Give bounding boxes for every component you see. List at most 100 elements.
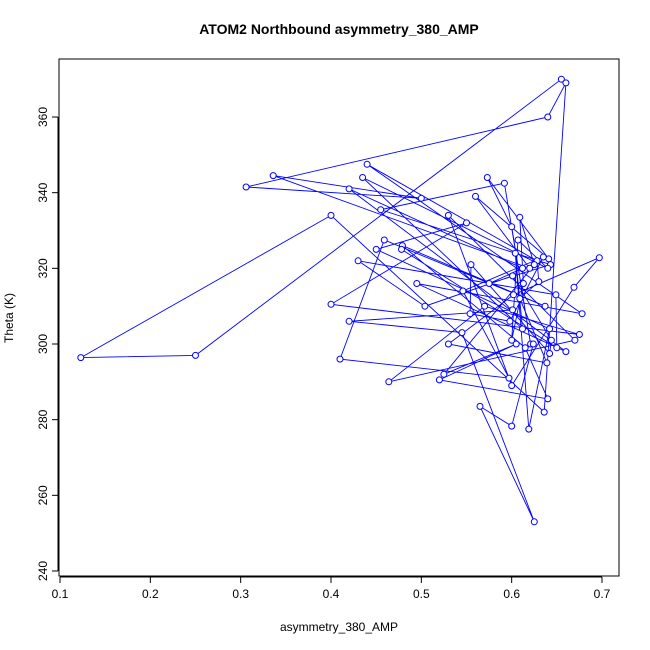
y-tick-label: 320 — [36, 258, 50, 278]
data-point — [544, 264, 552, 272]
y-tick-label: 280 — [36, 409, 50, 429]
data-point — [417, 194, 425, 202]
x-tick-label: 0.7 — [594, 587, 611, 601]
data-point — [421, 302, 429, 310]
series-1-line — [80, 78, 600, 430]
data-point — [526, 264, 534, 272]
data-point — [440, 370, 448, 378]
data-point — [435, 376, 443, 384]
data-point — [539, 253, 547, 261]
data-point — [377, 206, 385, 214]
chart-title: ATOM2 Northbound asymmetry_380_AMP — [199, 21, 479, 37]
data-point — [413, 280, 421, 287]
data-point — [459, 287, 467, 295]
data-point — [508, 336, 516, 344]
x-axis-label: asymmetry_380_AMP — [280, 620, 398, 634]
data-point — [485, 280, 493, 287]
data-point — [578, 310, 586, 318]
data-point — [525, 425, 533, 433]
y-axis-label: Theta (K) — [2, 293, 16, 343]
x-tick-label: 0.6 — [503, 587, 520, 601]
data-point — [327, 300, 335, 308]
y-axis: 240 260 280 300 320 340 360 — [36, 107, 59, 581]
data-point — [562, 79, 570, 87]
data-point — [345, 317, 353, 325]
plot-area-border — [58, 58, 620, 577]
data-point — [359, 174, 367, 181]
data-point — [535, 278, 543, 286]
data-point — [458, 329, 466, 337]
data-point — [481, 302, 489, 310]
data-point — [540, 408, 548, 416]
x-tick-label: 0.2 — [142, 587, 159, 601]
data-point — [269, 172, 277, 180]
data-point — [354, 257, 362, 265]
data-point — [336, 355, 344, 363]
data-point — [398, 245, 405, 253]
data-point — [519, 264, 526, 272]
data-point — [521, 344, 529, 352]
data-point — [511, 249, 519, 257]
data-point — [380, 236, 388, 244]
data-point — [547, 336, 555, 344]
x-tick-label: 0.3 — [232, 587, 249, 601]
data-point — [363, 160, 371, 168]
x-tick-label: 0.1 — [52, 587, 69, 601]
y-tick-label: 340 — [36, 182, 50, 202]
data-point — [530, 518, 538, 526]
data-point — [508, 223, 516, 231]
x-tick-label: 0.5 — [413, 587, 430, 601]
data-point — [444, 211, 452, 219]
data-point — [345, 185, 353, 193]
data-point — [508, 422, 516, 430]
series-2-line — [349, 309, 535, 522]
data-point — [509, 272, 517, 280]
data-point — [500, 179, 508, 187]
data-point — [385, 378, 393, 386]
x-tick-label: 0.4 — [323, 587, 340, 601]
data-point — [476, 402, 484, 410]
y-tick-label: 240 — [36, 561, 50, 581]
data-point — [514, 236, 522, 244]
data-point — [546, 325, 554, 333]
data-point — [372, 245, 380, 253]
data-point — [472, 192, 479, 200]
data-point — [327, 211, 335, 219]
x-axis: 0.1 0.2 0.3 0.4 0.5 0.6 0.7 — [52, 576, 611, 601]
data-point — [575, 331, 583, 338]
data-point — [506, 317, 514, 325]
data-point — [544, 113, 552, 121]
data-point — [519, 280, 527, 287]
data-point — [552, 291, 560, 299]
data-point — [546, 350, 554, 357]
y-tick-label: 300 — [36, 334, 50, 354]
data-point — [557, 75, 565, 83]
data-point — [516, 213, 524, 221]
data-point — [516, 295, 524, 303]
data-point — [510, 291, 517, 299]
data-point — [544, 395, 552, 403]
data-point — [553, 344, 561, 352]
data-point — [466, 310, 474, 318]
data-point — [570, 283, 578, 291]
data-point — [595, 254, 603, 262]
data-point — [519, 325, 526, 333]
data-point — [508, 382, 516, 390]
series-layer — [77, 75, 603, 526]
data-point — [562, 348, 570, 356]
data-point — [541, 302, 549, 310]
data-point — [530, 261, 538, 269]
data-point — [571, 336, 579, 344]
y-tick-label: 260 — [36, 485, 50, 505]
data-point — [509, 306, 517, 314]
data-point — [463, 219, 470, 227]
y-tick-label: 360 — [36, 107, 50, 127]
data-point — [467, 261, 475, 269]
data-point — [77, 354, 85, 362]
data-point — [512, 340, 520, 348]
data-point — [543, 359, 551, 367]
data-point — [192, 351, 199, 359]
data-point — [483, 174, 491, 181]
